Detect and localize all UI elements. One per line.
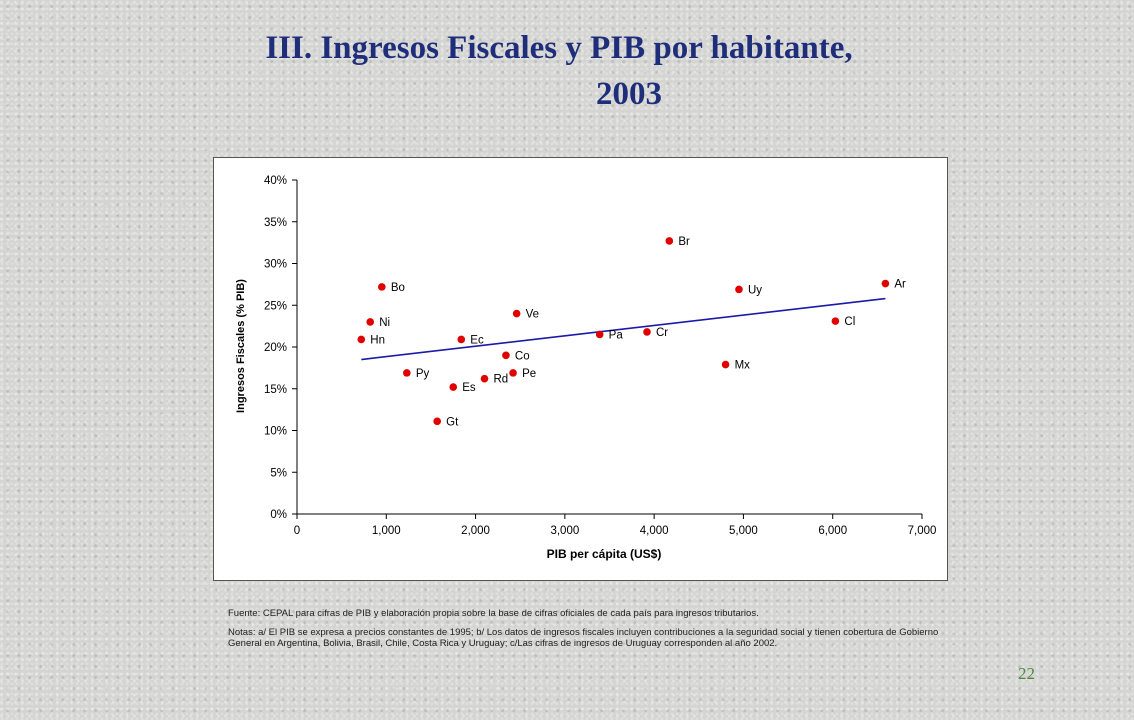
chart-area: 0 1,000 2,000 3,000 4,000 5,000 6,000 7,000 0% 5%… bbox=[213, 157, 948, 581]
page-title-year: 2003 bbox=[596, 76, 662, 112]
data-point-es bbox=[449, 383, 458, 391]
data-point-rd bbox=[480, 374, 489, 383]
y-tick-label: 25% bbox=[264, 300, 287, 312]
point-label-ni: Ni bbox=[379, 317, 390, 329]
point-label-es: Es bbox=[462, 382, 476, 394]
data-point-ni bbox=[366, 318, 375, 326]
data-point-ec bbox=[457, 335, 466, 344]
x-tick-label: 3,000 bbox=[550, 525, 579, 537]
notes-text: Notas: a/ El PIB se expresa a precios co… bbox=[228, 627, 939, 649]
y-tick-label: 0% bbox=[270, 509, 287, 521]
x-tick-label: 6,000 bbox=[818, 525, 847, 537]
y-tick-label: 35% bbox=[264, 217, 287, 229]
point-label-ec: Ec bbox=[470, 334, 484, 346]
y-tick-label: 30% bbox=[264, 259, 287, 271]
point-label-br: Br bbox=[678, 236, 690, 248]
x-tick-label: 0 bbox=[294, 525, 300, 537]
data-point-uy bbox=[735, 285, 743, 294]
point-label-uy: Uy bbox=[748, 284, 762, 296]
point-label-py: Py bbox=[416, 368, 430, 380]
x-tick-label: 7,000 bbox=[908, 525, 937, 537]
y-tick-label: 40% bbox=[264, 175, 287, 187]
data-point-ar bbox=[881, 279, 890, 288]
x-axis-label: PIB per cápita (US$) bbox=[547, 547, 662, 561]
y-tick-label: 20% bbox=[264, 342, 287, 354]
point-label-pa: Pa bbox=[609, 329, 624, 341]
y-tick-label: 15% bbox=[264, 384, 287, 396]
data-point-cr bbox=[643, 328, 651, 336]
data-point-mx bbox=[721, 360, 730, 369]
point-label-ve: Ve bbox=[526, 309, 539, 321]
y-axis-label: Ingresos Fiscales (% PIB) bbox=[235, 279, 247, 413]
point-label-co: Co bbox=[515, 350, 530, 362]
x-tick-label: 1,000 bbox=[372, 525, 401, 537]
data-point-co bbox=[502, 351, 510, 360]
point-label-cr: Cr bbox=[656, 327, 668, 339]
y-tick-label: 5% bbox=[270, 467, 287, 479]
point-label-rd: Rd bbox=[494, 374, 509, 386]
x-tick-label: 5,000 bbox=[729, 525, 758, 537]
point-label-bo: Bo bbox=[391, 282, 405, 294]
data-point-pe bbox=[509, 369, 517, 377]
point-label-pe: Pe bbox=[522, 368, 536, 380]
point-label-mx: Mx bbox=[735, 360, 751, 372]
page-number: 22 bbox=[1018, 664, 1035, 683]
scatter-chart: 0 1,000 2,000 3,000 4,000 5,000 6,000 7,000 0% 5%… bbox=[235, 175, 937, 561]
source-note: Fuente: CEPAL para cifras de PIB y elabo… bbox=[228, 608, 759, 619]
x-tick-label: 4,000 bbox=[640, 525, 669, 537]
point-label-hn: Hn bbox=[370, 334, 385, 346]
data-point-ve bbox=[512, 309, 521, 318]
point-label-cl: Cl bbox=[844, 316, 855, 328]
data-point-py bbox=[403, 369, 411, 377]
point-label-gt: Gt bbox=[446, 416, 459, 428]
data-point-gt bbox=[433, 417, 441, 426]
y-tick-label: 10% bbox=[264, 426, 287, 438]
x-tick-label: 2,000 bbox=[461, 525, 490, 537]
data-point-br bbox=[665, 237, 674, 245]
data-point-hn bbox=[357, 335, 366, 344]
page-title: III. Ingresos Fiscales y PIB por habitan… bbox=[265, 30, 853, 66]
data-point-cl bbox=[831, 317, 840, 325]
data-point-pa bbox=[595, 330, 604, 339]
point-label-ar: Ar bbox=[894, 279, 906, 291]
data-point-bo bbox=[378, 283, 386, 291]
trend-line bbox=[361, 297, 886, 361]
